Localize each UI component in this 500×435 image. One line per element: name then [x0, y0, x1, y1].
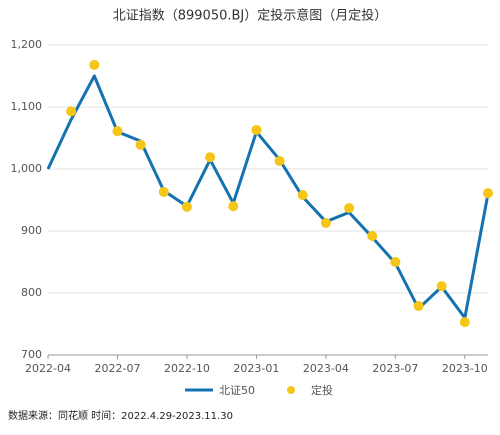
investment-dot — [135, 139, 146, 150]
investment-dot — [251, 124, 262, 135]
investment-dot — [181, 201, 192, 212]
legend-swatch — [287, 386, 295, 394]
x-tick-label: 2022-07 — [94, 362, 140, 375]
index-line — [46, 74, 490, 320]
y-tick-label: 900 — [21, 224, 42, 237]
x-tick-label: 2023-01 — [233, 362, 279, 375]
investment-dot — [413, 301, 424, 312]
investment-dot — [320, 217, 331, 228]
x-tick-label: 2023-10 — [442, 362, 488, 375]
source-note: 数据来源：同花顺 时间：2022.4.29-2023.11.30 — [8, 409, 233, 422]
investment-dot — [66, 106, 77, 117]
y-tick-label: 800 — [21, 286, 42, 299]
investment-dot — [344, 203, 355, 214]
legend-label: 定投 — [311, 383, 333, 397]
investment-dot — [274, 155, 285, 166]
investment-dot — [483, 188, 493, 199]
x-tick-label: 2022-10 — [164, 362, 210, 375]
x-tick-label: 2022-04 — [25, 362, 71, 375]
investment-dot — [367, 230, 378, 241]
investment-dot — [112, 126, 123, 137]
investment-dot — [89, 59, 100, 70]
y-tick-label: 1,000 — [11, 162, 43, 175]
investment-dot — [205, 152, 216, 163]
investment-dot — [228, 201, 239, 212]
investment-dot — [390, 257, 401, 267]
x-tick-label: 2023-07 — [372, 362, 418, 375]
investment-dot — [459, 317, 470, 328]
chart-title: 北证指数（899050.BJ）定投示意图（月定投） — [113, 8, 388, 24]
y-tick-label: 1,200 — [11, 38, 43, 51]
y-tick-label: 700 — [21, 348, 42, 361]
x-tick-label: 2023-04 — [303, 362, 349, 375]
investment-dot — [297, 190, 308, 201]
investment-dot — [158, 186, 169, 197]
investment-dot — [436, 281, 447, 292]
y-tick-label: 1,100 — [11, 100, 43, 113]
legend-label: 北证50 — [219, 384, 255, 397]
